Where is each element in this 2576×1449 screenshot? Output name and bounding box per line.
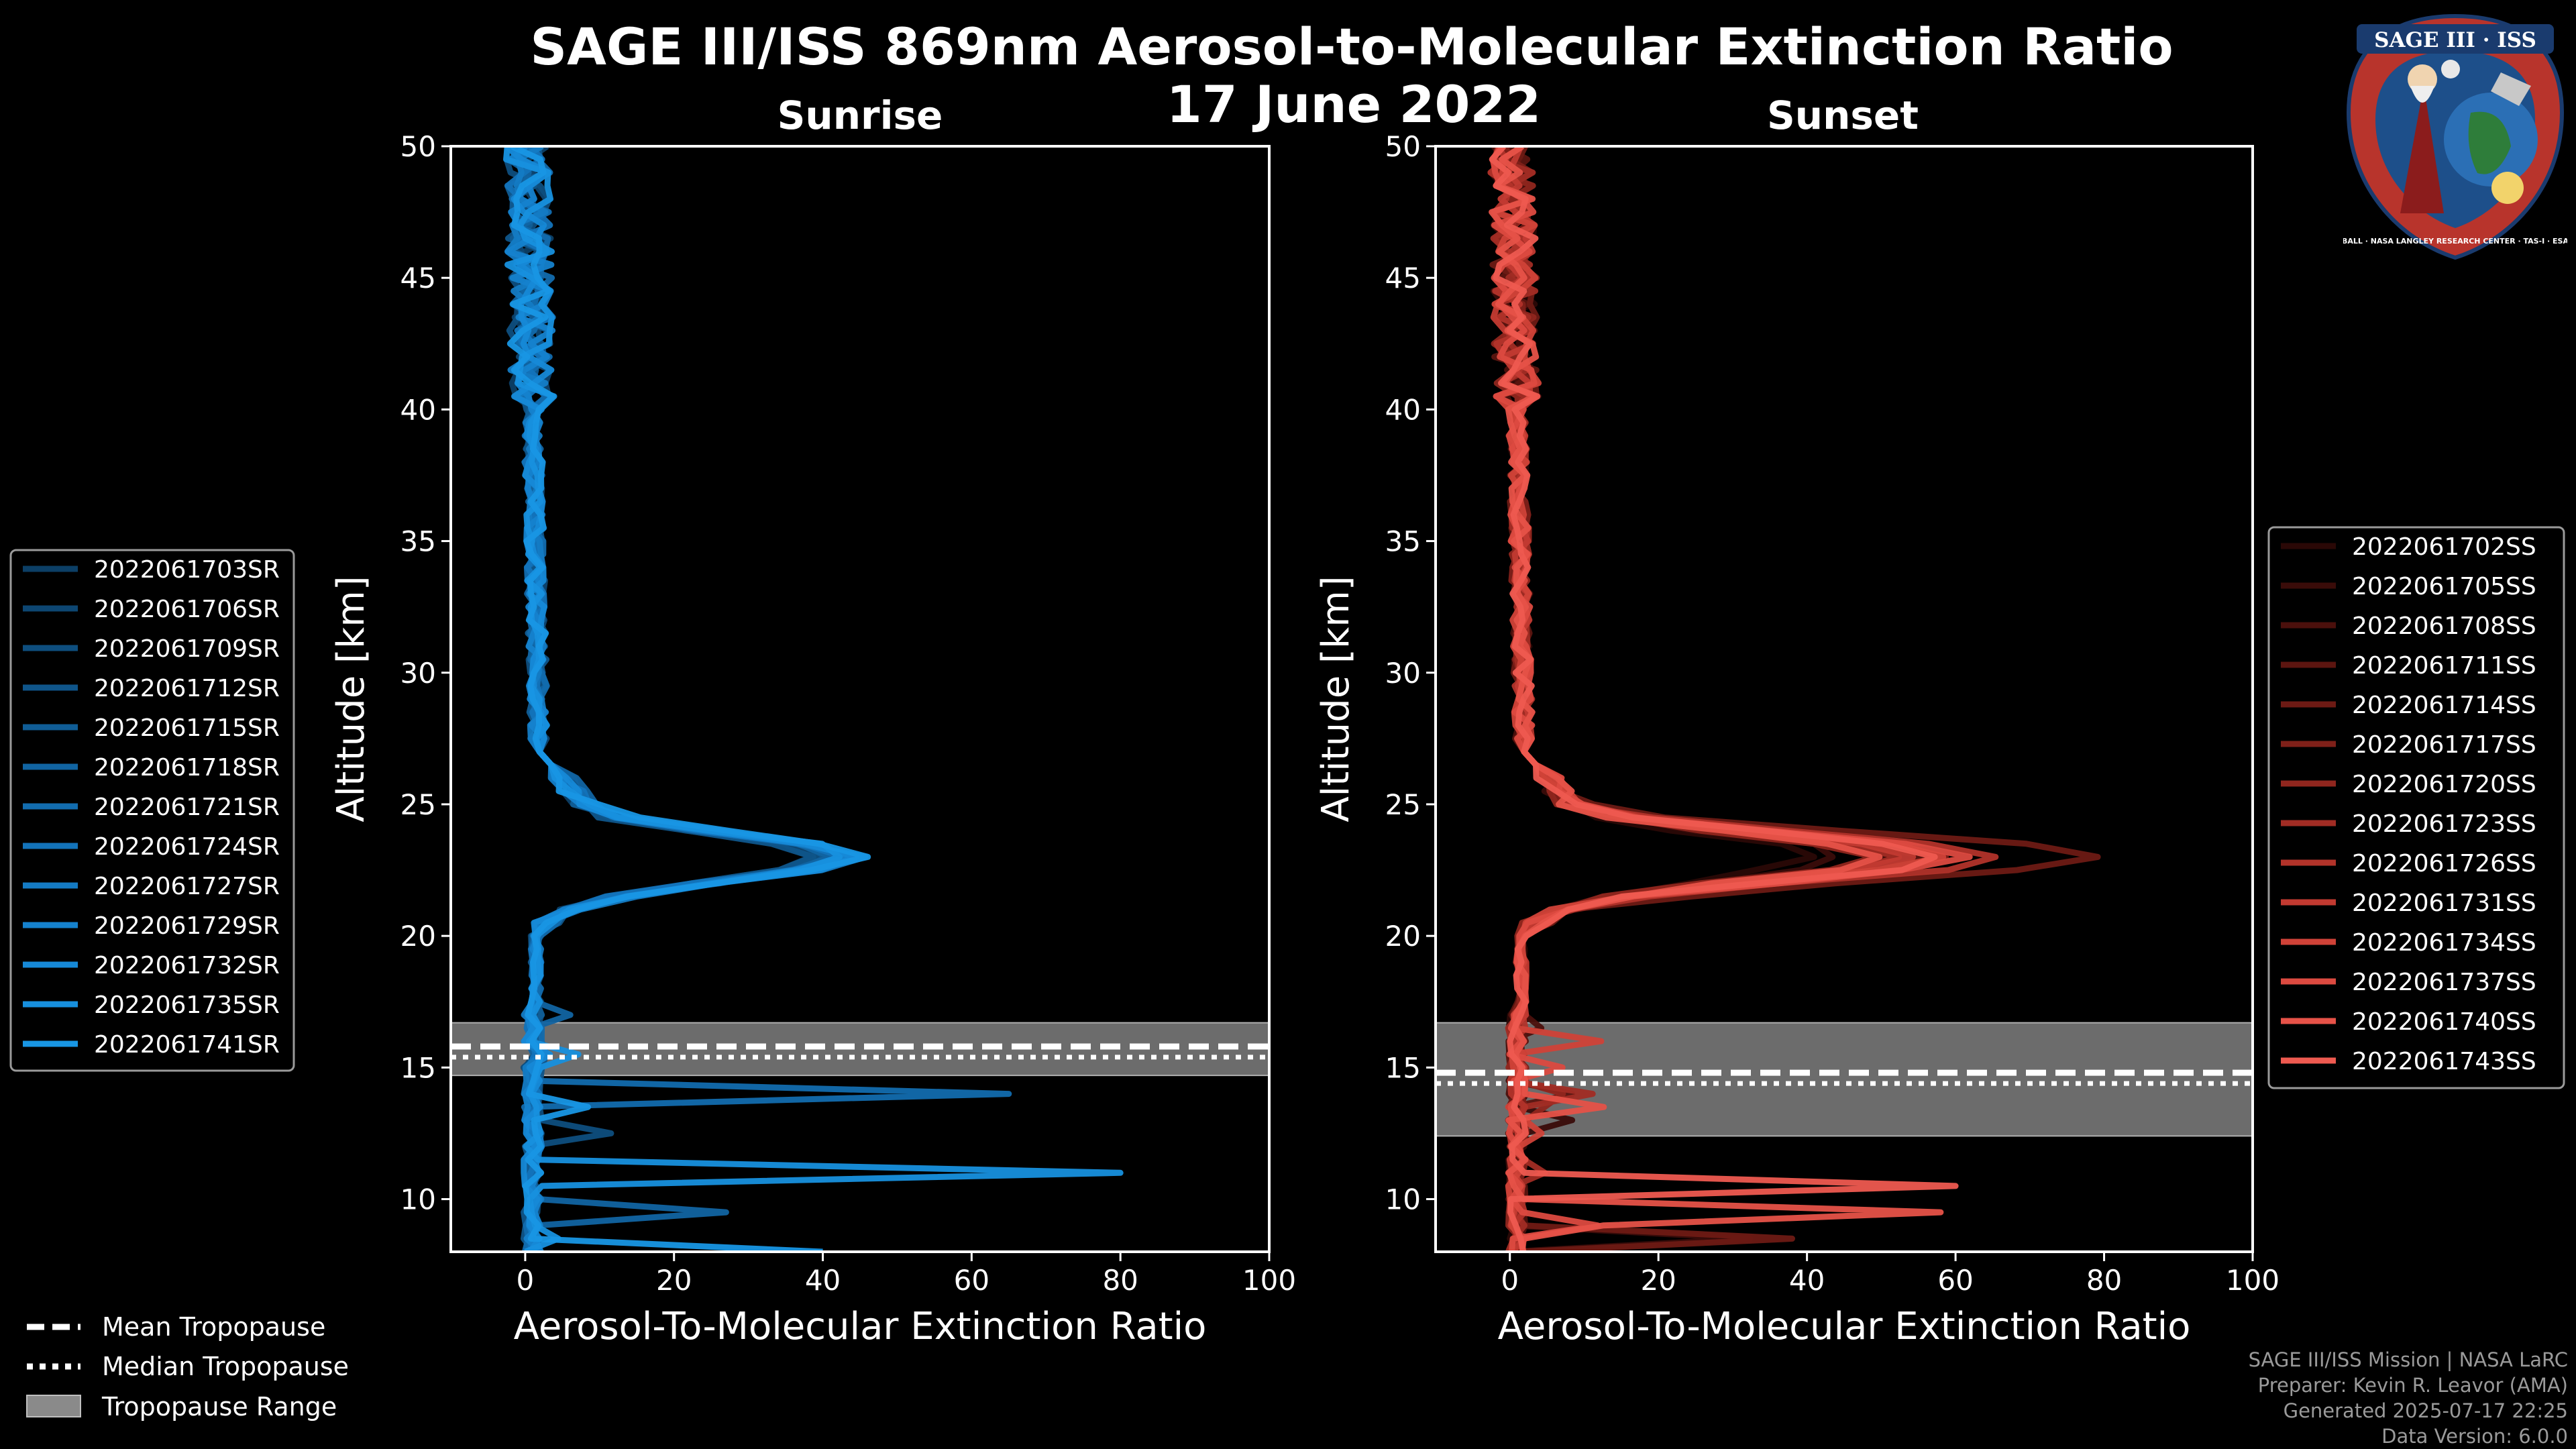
legend-label: 2022061729SR <box>94 912 280 940</box>
legend-label: 2022061723SS <box>2352 810 2536 838</box>
legend-label: 2022061715SR <box>94 714 280 742</box>
x-tick-label: 20 <box>656 1264 692 1297</box>
y-tick-label: 45 <box>1385 262 1421 294</box>
figure-title: SAGE III/ISS 869nm Aerosol-to-Molecular … <box>530 17 2173 76</box>
plot-area <box>1436 146 2253 1252</box>
sunset-legend: 2022061702SS 2022061705SS 2022061708SS 2022… <box>2267 526 2565 1089</box>
legend-label: 2022061731SS <box>2352 890 2536 917</box>
plot-area <box>451 146 1269 1252</box>
legend-label: 2022061703SR <box>94 556 280 584</box>
x-tick-label: 40 <box>805 1264 841 1297</box>
legend-label: 2022061721SR <box>94 794 280 821</box>
y-tick-label: 10 <box>400 1183 436 1216</box>
legend-frame <box>2267 526 2565 1089</box>
y-tick-label: 20 <box>400 920 436 953</box>
x-tick-label: 100 <box>1242 1264 1296 1297</box>
profile-line-2022061743SS <box>1489 146 1959 1252</box>
logo-title: SAGE III · ISS <box>2374 28 2536 52</box>
footer-version: Data Version: 6.0.0 <box>2381 1425 2568 1448</box>
legend-label: 2022061737SS <box>2352 969 2536 996</box>
y-tick-label: 10 <box>1385 1183 1421 1216</box>
y-tick-label: 25 <box>400 788 436 821</box>
axes-frame <box>1434 145 2254 1253</box>
legend-label: 2022061706SR <box>94 596 280 623</box>
x-tick-label: 100 <box>2226 1264 2279 1297</box>
y-tick-label: 20 <box>1385 920 1421 953</box>
legend-label: 2022061712SR <box>94 675 280 702</box>
legend-label: 2022061734SS <box>2352 929 2536 957</box>
x-tick-label: 60 <box>954 1264 989 1297</box>
profile-line-2022061741SR <box>506 146 871 1252</box>
x-axis-label: Aerosol-To-Molecular Extinction Ratio <box>1498 1305 2191 1348</box>
tropopause-range-label: Tropopause Range <box>101 1392 337 1421</box>
x-tick-label: 0 <box>517 1264 535 1297</box>
legend-label: 2022061709SR <box>94 635 280 663</box>
legend-label: 2022061711SS <box>2352 652 2536 680</box>
median-tropopause-label: Median Tropopause <box>102 1352 349 1381</box>
legend-label: 2022061708SS <box>2352 612 2536 640</box>
legend-label: 2022061741SR <box>94 1031 280 1059</box>
profile-line-2022061735SR <box>503 146 1124 1252</box>
mean-tropopause-label: Mean Tropopause <box>102 1312 325 1342</box>
x-tick-label: 80 <box>1102 1264 1138 1297</box>
y-tick-label: 40 <box>1385 393 1421 426</box>
y-tick-label: 40 <box>400 393 436 426</box>
y-tick-label: 35 <box>1385 525 1421 558</box>
panel-title: Sunset <box>1767 93 1919 138</box>
sunrise-legend: 2022061703SR 2022061706SR 2022061709SR 2022… <box>9 549 295 1072</box>
y-tick-label: 35 <box>400 525 436 558</box>
x-tick-label: 40 <box>1789 1264 1825 1297</box>
legend-label: 2022061735SR <box>94 991 280 1019</box>
x-tick-label: 80 <box>2086 1264 2122 1297</box>
figure-date: 17 June 2022 <box>1167 74 1541 134</box>
y-axis-label: Altitude [km] <box>1314 576 1358 822</box>
footer-mission: SAGE III/ISS Mission | NASA LaRC <box>2248 1348 2568 1371</box>
x-axis-label: Aerosol-To-Molecular Extinction Ratio <box>514 1305 1207 1348</box>
logo-ring-text: BALL · NASA LANGLEY RESEARCH CENTER · TA… <box>2343 237 2567 246</box>
legend-label: 2022061726SS <box>2352 850 2536 877</box>
legend-label: 2022061732SR <box>94 952 280 979</box>
y-tick-label: 30 <box>1385 657 1421 690</box>
y-tick-label: 15 <box>400 1051 436 1084</box>
tropopause-range-swatch <box>26 1395 81 1417</box>
y-tick-label: 45 <box>400 262 436 294</box>
x-tick-label: 0 <box>1501 1264 1519 1297</box>
footer-credits: SAGE III/ISS Mission | NASA LaRC Prepare… <box>2249 1347 2568 1449</box>
legend-label: 2022061705SS <box>2352 573 2536 600</box>
tropopause-legend: Mean Tropopause Median Tropopause Tropop… <box>26 1312 349 1421</box>
sage-iii-iss-logo: SAGE III · ISS BALL · NASA LANGLEY RESEA… <box>2343 13 2567 260</box>
legend-label: 2022061724SR <box>94 833 280 861</box>
y-tick-label: 50 <box>1385 130 1421 163</box>
footer-generated: Generated 2025-07-17 22:25 <box>2283 1399 2568 1422</box>
x-tick-label: 60 <box>1937 1264 1973 1297</box>
legend-label: 2022061740SS <box>2352 1008 2536 1036</box>
profile-line-2022061737SS <box>1490 146 1973 1252</box>
footer-preparer: Preparer: Kevin R. Leavor (AMA) <box>2257 1374 2568 1397</box>
legend-frame <box>9 549 295 1072</box>
x-tick-label: 20 <box>1640 1264 1676 1297</box>
legend-label: 2022061717SS <box>2352 731 2536 759</box>
axes-frame <box>449 145 1271 1253</box>
legend-label: 2022061714SS <box>2352 692 2536 719</box>
legend-label: 2022061743SS <box>2352 1048 2536 1075</box>
legend-label: 2022061727SR <box>94 873 280 900</box>
legend-label: 2022061718SR <box>94 754 280 782</box>
panel-title: Sunrise <box>777 93 943 138</box>
sunset-panel: Sunset 0 20 40 60 80 100 10 15 20 25 30 35 40 45 50 Aero… <box>1314 93 2279 1348</box>
y-axis-label: Altitude [km] <box>329 576 373 822</box>
y-tick-label: 15 <box>1385 1051 1421 1084</box>
sunrise-panel: Sunrise 0 20 40 60 80 100 10 15 20 25 30 35 40 45 50 Aer… <box>329 93 1296 1348</box>
legend-label: 2022061720SS <box>2352 771 2536 798</box>
y-tick-label: 50 <box>400 130 436 163</box>
y-tick-label: 25 <box>1385 788 1421 821</box>
y-tick-label: 30 <box>400 657 436 690</box>
legend-label: 2022061702SS <box>2352 533 2536 561</box>
